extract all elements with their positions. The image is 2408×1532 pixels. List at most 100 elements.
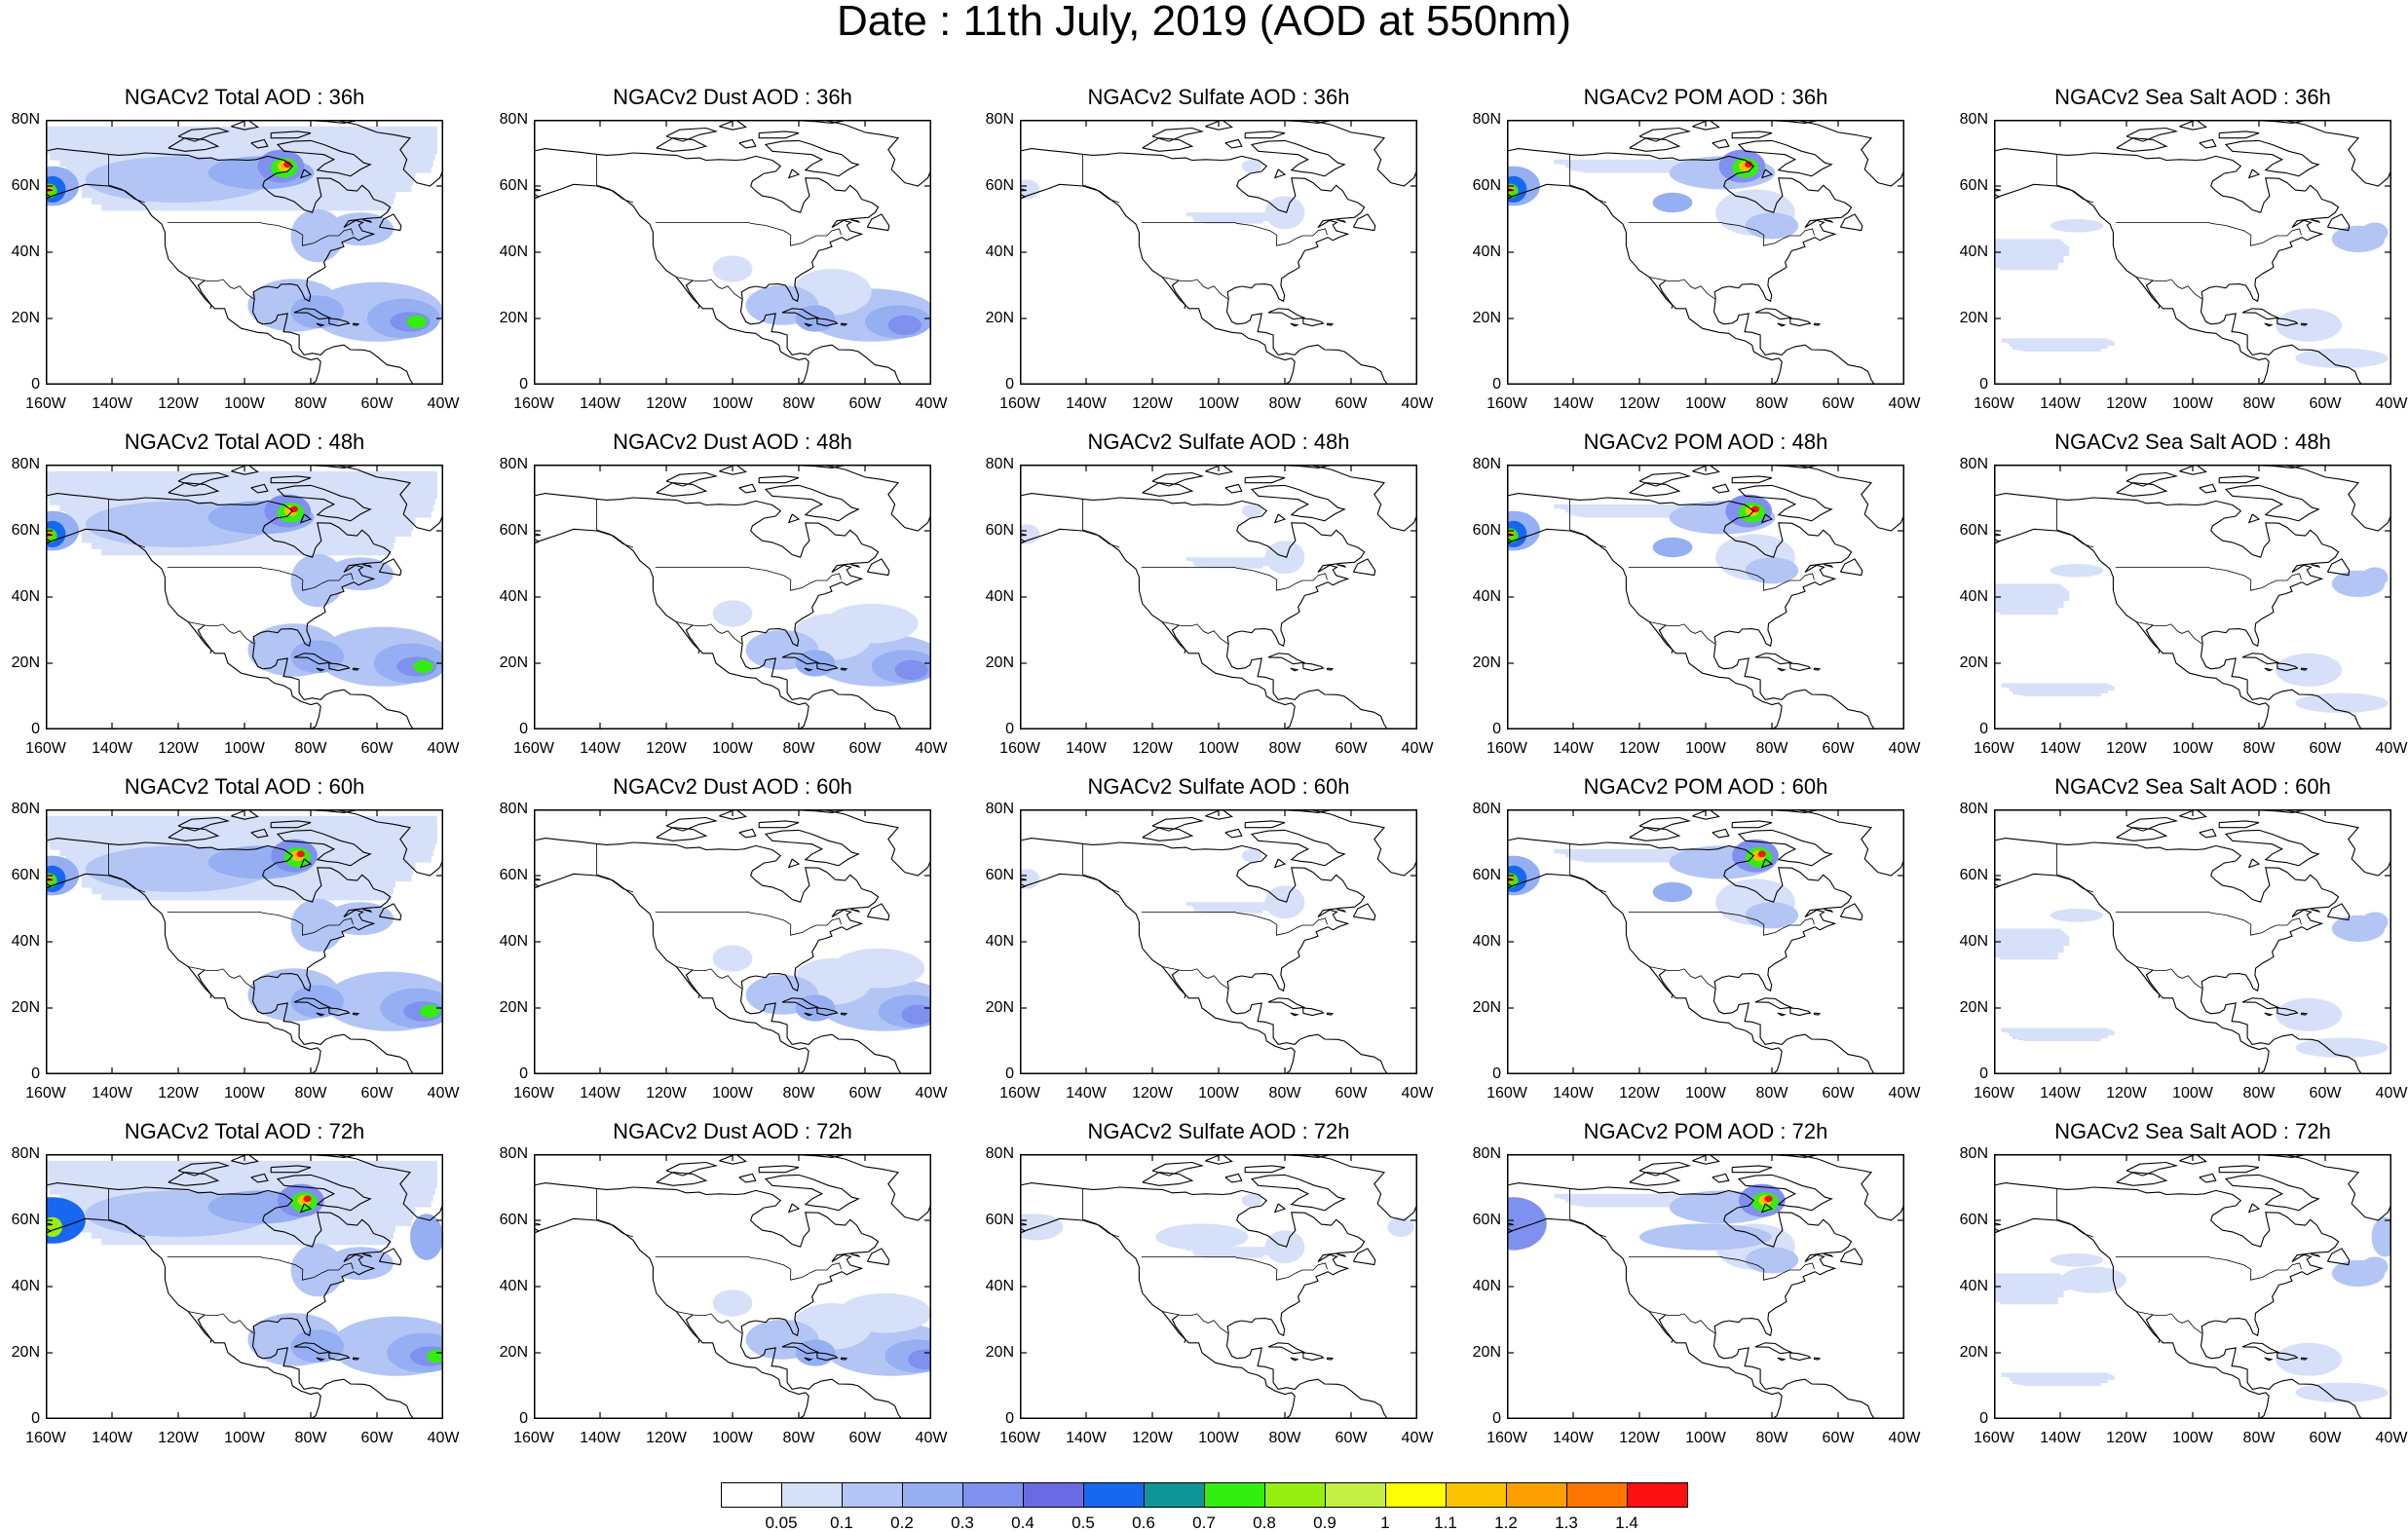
colorbar-swatch	[1506, 1482, 1567, 1508]
aod-shading	[1994, 564, 2389, 713]
lat-label: 0	[1492, 376, 1501, 392]
lon-label: 140W	[92, 1430, 132, 1446]
lon-label: 120W	[2106, 740, 2147, 757]
coastline	[1629, 137, 1681, 152]
aod-cell	[2000, 259, 2058, 271]
coastline	[1824, 909, 1834, 914]
coastline	[2281, 120, 2391, 187]
lon-label: 140W	[92, 395, 132, 412]
coastline	[1712, 828, 1730, 839]
coastline	[1994, 873, 2270, 1074]
coastline	[231, 809, 259, 820]
coastline	[1244, 1165, 1286, 1174]
country-border	[655, 222, 842, 246]
coastline	[2276, 1352, 2299, 1362]
country-border	[655, 567, 842, 591]
aod-cell	[1241, 848, 1262, 863]
coastline	[1737, 484, 1833, 522]
lat-label: 60N	[1472, 522, 1501, 539]
lat-label: 20N	[985, 310, 1014, 326]
lat-label: 60N	[1472, 177, 1501, 194]
coastline	[1151, 471, 1205, 487]
coastline	[2311, 1253, 2321, 1258]
coastline	[197, 1314, 212, 1343]
tick-marks	[1994, 809, 2391, 1074]
aod-cell	[327, 557, 394, 591]
coastline	[1267, 997, 1306, 1010]
coastline	[1224, 138, 1243, 149]
coastline	[46, 1182, 392, 1337]
coastline	[2116, 1172, 2168, 1186]
lon-label: 60W	[1335, 740, 1368, 757]
coastline	[1225, 988, 1388, 1074]
lat-label: 20N	[11, 1344, 40, 1361]
aod-shading	[1020, 504, 1305, 575]
map-panel-total-3: NGACv2 Total AOD : 60h 80N 60N 40N 20N 0 160W 1…	[0, 776, 482, 1119]
lon-label: 160W	[1974, 1430, 2014, 1446]
lon-label: 40W	[2375, 395, 2408, 412]
lat-label: 60N	[11, 867, 40, 883]
coastline	[1020, 493, 1366, 648]
aod-shading	[1507, 839, 1799, 929]
coastline	[1731, 131, 1773, 139]
coastline	[1839, 1248, 1863, 1266]
coastline	[1629, 1172, 1681, 1186]
coastline	[1760, 513, 1774, 524]
coastline	[1813, 322, 1822, 326]
coastline	[1336, 1253, 1347, 1258]
lat-label: 20N	[499, 1344, 528, 1361]
coastline	[328, 1007, 351, 1017]
coastline	[1326, 322, 1335, 326]
country-border	[1141, 1256, 1328, 1281]
colorbar-label: 0.5	[1072, 1513, 1095, 1532]
map-panel-total-1: NGACv2 Total AOD : 36h 80N 60N 40N 20N 0 160W 1…	[0, 87, 482, 430]
coastline	[1244, 475, 1286, 484]
aod-cell	[52, 1367, 110, 1375]
coastline	[362, 1253, 373, 1258]
lat-label: 20N	[499, 310, 528, 326]
coastline	[534, 1217, 809, 1419]
lat-label: 20N	[985, 1344, 1014, 1361]
tick-marks	[534, 465, 931, 729]
coastline	[2276, 662, 2299, 672]
lon-label: 40W	[427, 1430, 460, 1446]
lon-label: 40W	[1888, 1430, 1921, 1446]
coastline	[764, 139, 860, 177]
coastline	[758, 475, 800, 484]
aod-cell	[1745, 161, 1753, 168]
coastline	[1224, 1173, 1243, 1183]
coastline	[1250, 139, 1346, 177]
lat-label: 20N	[1959, 1344, 1988, 1361]
coastline	[1224, 828, 1243, 839]
coastline	[2126, 127, 2179, 142]
coastline	[1142, 482, 1194, 497]
aod-shading	[1507, 1183, 1799, 1274]
map-panel-total-4: NGACv2 Total AOD : 72h 80N 60N 40N 20N 0 160W 1…	[0, 1121, 482, 1464]
lat-label: 60N	[985, 522, 1014, 539]
colorbar-label: 0.7	[1192, 1513, 1216, 1532]
country-border	[2056, 1188, 2094, 1238]
coastline	[1326, 667, 1335, 671]
lat-label: 0	[1005, 376, 1014, 392]
coastlines	[46, 1154, 443, 1419]
coastline	[1142, 1172, 1194, 1186]
coastline	[2247, 513, 2261, 524]
colorbar-swatch	[721, 1482, 782, 1508]
coastline	[276, 1174, 372, 1212]
coastline	[231, 1154, 259, 1165]
tick-marks	[1020, 809, 1417, 1074]
coastline	[276, 484, 372, 522]
lon-label: 120W	[158, 395, 199, 412]
lat-label: 60N	[1959, 1212, 1988, 1228]
aod-shading	[712, 255, 931, 342]
coastline	[333, 809, 443, 877]
coastline	[1171, 969, 1186, 998]
country-border	[1141, 912, 1328, 936]
coastline	[270, 820, 312, 829]
colorbar-swatch	[962, 1482, 1024, 1508]
coastline	[333, 120, 443, 187]
country-border	[596, 154, 634, 204]
country-border	[2056, 499, 2094, 548]
coastline	[1658, 1314, 1674, 1343]
aod-cell	[1745, 212, 1799, 240]
